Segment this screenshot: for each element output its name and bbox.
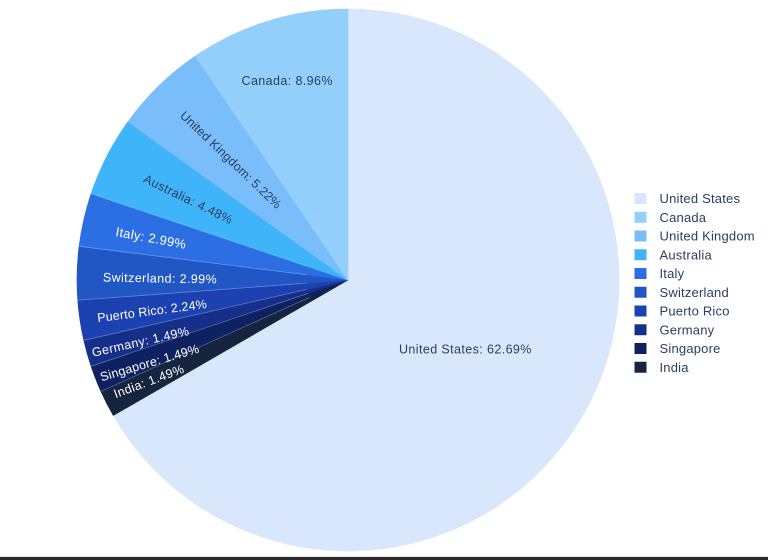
svg-text:United States: 62.69%: United States: 62.69% [399,342,532,356]
svg-text:Singapore: Singapore [660,341,721,356]
svg-text:United States: United States [660,191,741,206]
svg-text:Germany: Germany [660,322,715,337]
svg-text:Switzerland: Switzerland [660,285,729,300]
svg-text:Canada: Canada [660,210,707,225]
svg-text:United Kingdom: United Kingdom [660,229,755,244]
svg-text:Canada: 8.96%: Canada: 8.96% [242,74,333,88]
svg-text:Italy: Italy [660,266,685,281]
svg-text:India: India [660,360,690,375]
svg-text:Puerto Rico: Puerto Rico [660,304,730,319]
svg-text:Switzerland: 2.99%: Switzerland: 2.99% [103,271,217,287]
svg-text:Australia: Australia [660,247,713,262]
